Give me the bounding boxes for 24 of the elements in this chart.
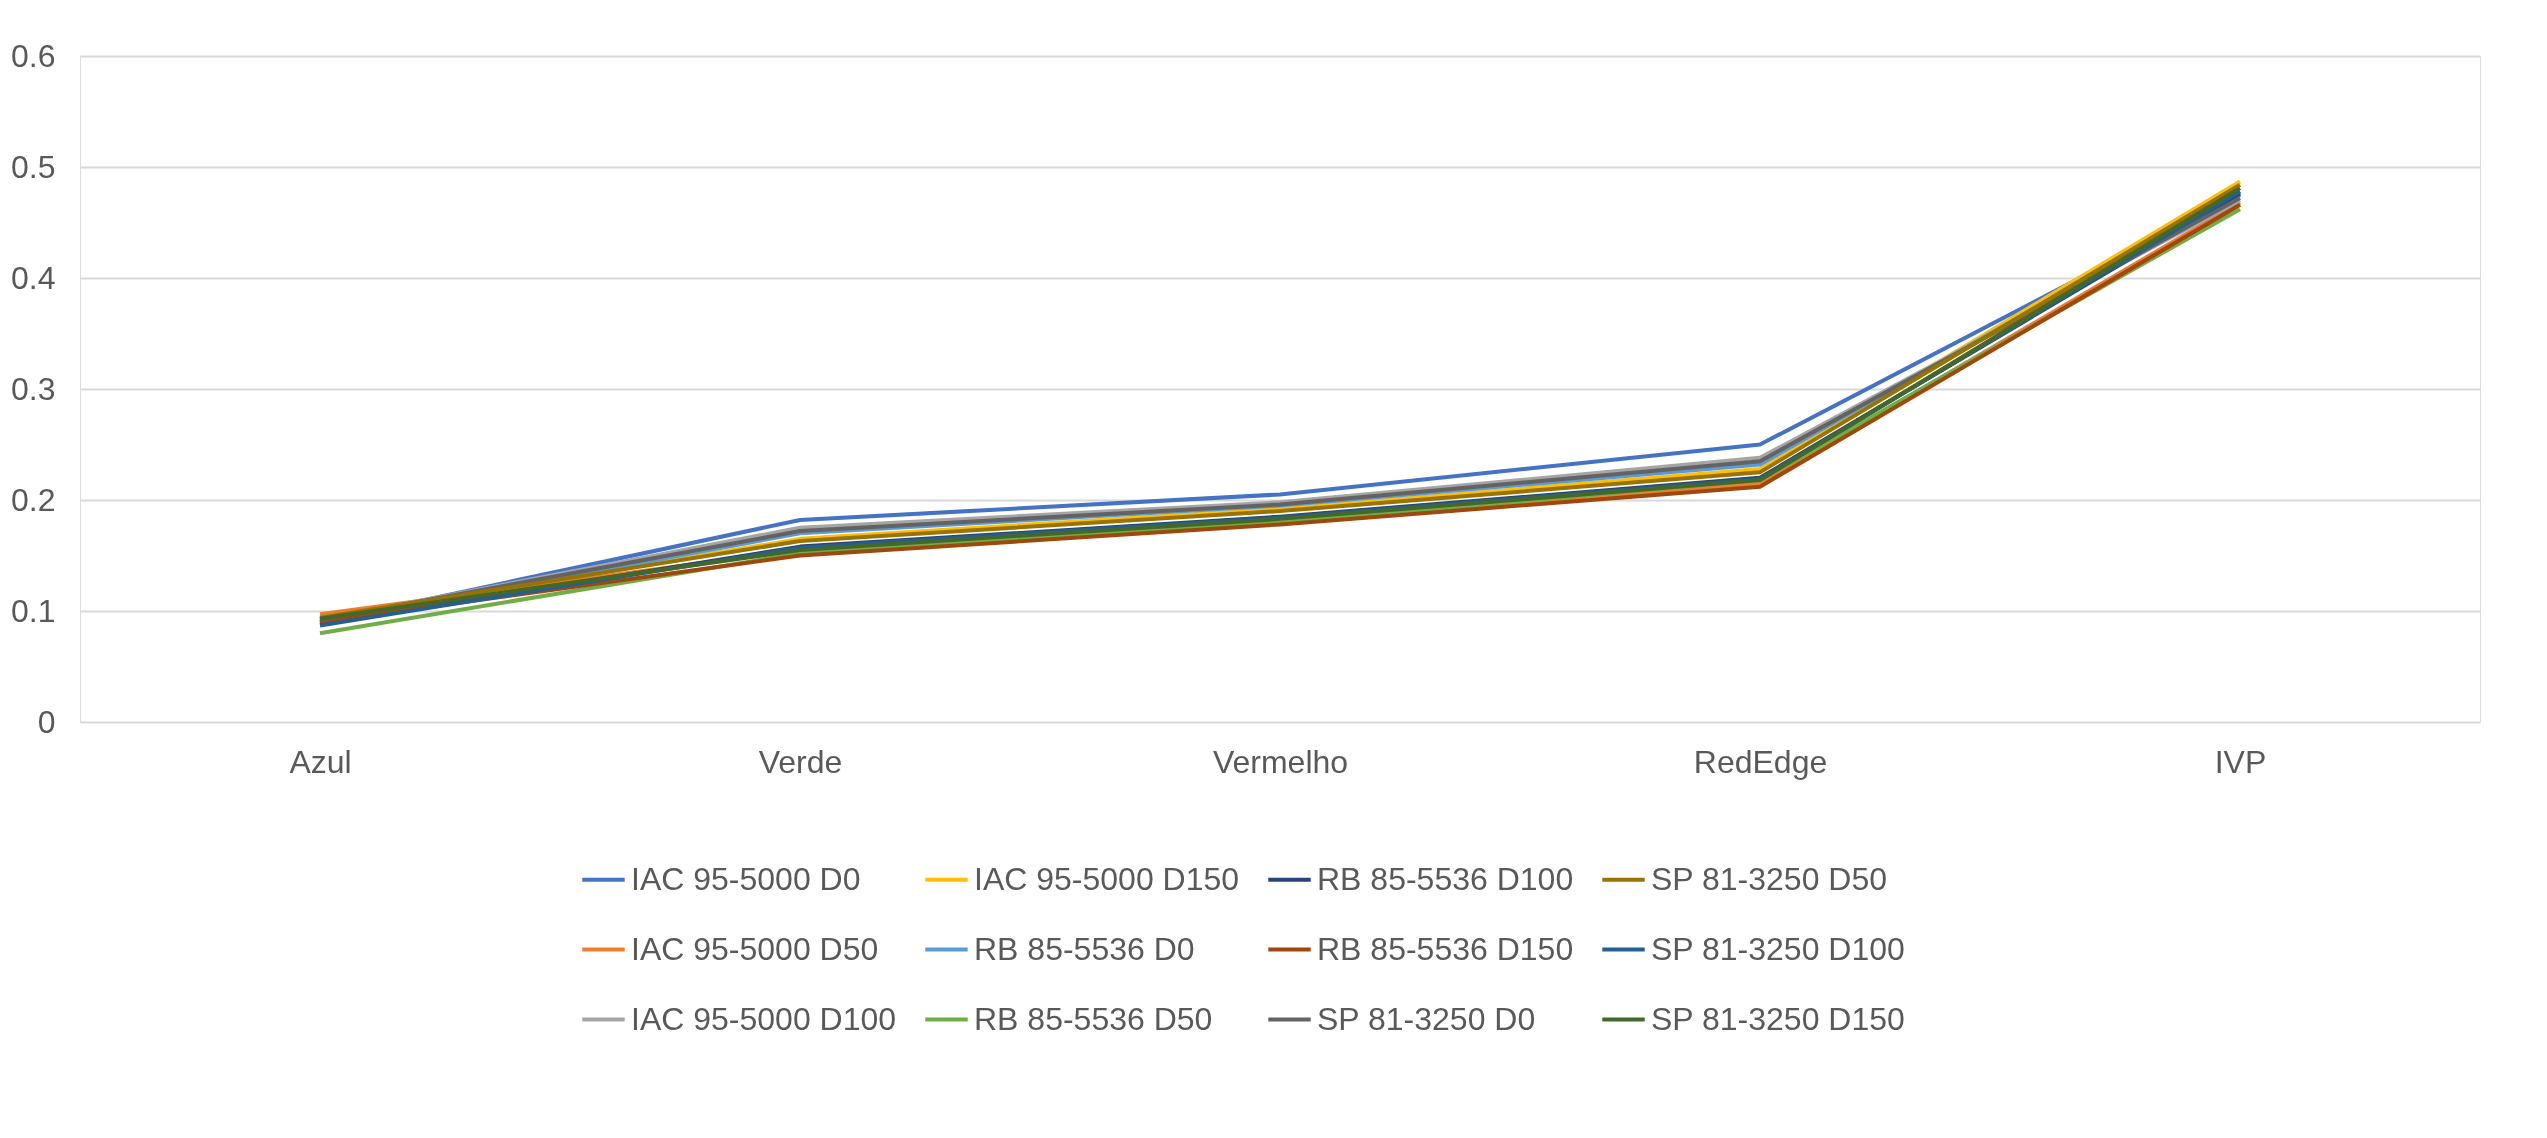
x-tick-label: Verde [758,743,843,780]
legend-label: SP 81-3250 D0 [1317,1000,1536,1037]
legend-label: IAC 95-5000 D50 [631,930,879,967]
y-tick-label: 0.6 [11,37,56,74]
y-tick-label: 0.1 [11,592,56,629]
y-tick-label: 0.4 [11,259,56,296]
x-tick-label: Vermelho [1212,743,1349,780]
y-tick-label: 0.2 [11,481,56,518]
legend-label: SP 81-3250 D150 [1651,1000,1905,1037]
legend-label: RB 85-5536 D0 [974,930,1195,967]
x-tick-label: RedEdge [1693,743,1828,780]
legend-label: SP 81-3250 D100 [1651,930,1905,967]
legend-label: RB 85-5536 D100 [1317,860,1574,897]
y-tick-label: 0.3 [11,370,56,407]
y-tick-label: 0.5 [11,148,56,185]
legend-label: SP 81-3250 D50 [1651,860,1888,897]
x-tick-label: Azul [289,743,352,780]
y-tick-label: 0 [37,703,56,740]
legend-label: RB 85-5536 D150 [1317,930,1574,967]
legend-label: IAC 95-5000 D150 [974,860,1240,897]
legend-label: RB 85-5536 D50 [974,1000,1213,1037]
legend-label: IAC 95-5000 D0 [631,860,861,897]
x-tick-label: IVP [2214,743,2267,780]
legend-label: IAC 95-5000 D100 [631,1000,897,1037]
